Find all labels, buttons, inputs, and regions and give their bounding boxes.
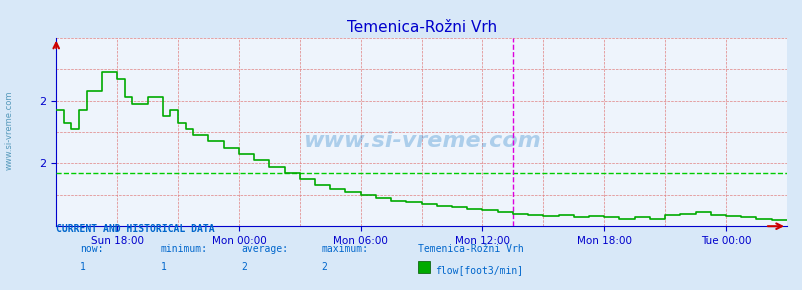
Text: now:: now: (80, 244, 103, 254)
Text: CURRENT AND HISTORICAL DATA: CURRENT AND HISTORICAL DATA (56, 224, 215, 234)
Text: flow[foot3/min]: flow[foot3/min] (435, 265, 523, 275)
Text: 2: 2 (321, 262, 326, 272)
Text: minimum:: minimum: (160, 244, 208, 254)
Text: 2: 2 (241, 262, 246, 272)
Text: Temenica-Rožni Vrh: Temenica-Rožni Vrh (417, 244, 523, 254)
Text: www.si-vreme.com: www.si-vreme.com (302, 131, 540, 151)
Text: 1: 1 (160, 262, 166, 272)
Text: average:: average: (241, 244, 288, 254)
Title: Temenica-Rožni Vrh: Temenica-Rožni Vrh (346, 20, 496, 35)
Text: 1: 1 (80, 262, 86, 272)
Text: maximum:: maximum: (321, 244, 368, 254)
Text: www.si-vreme.com: www.si-vreme.com (5, 91, 14, 170)
